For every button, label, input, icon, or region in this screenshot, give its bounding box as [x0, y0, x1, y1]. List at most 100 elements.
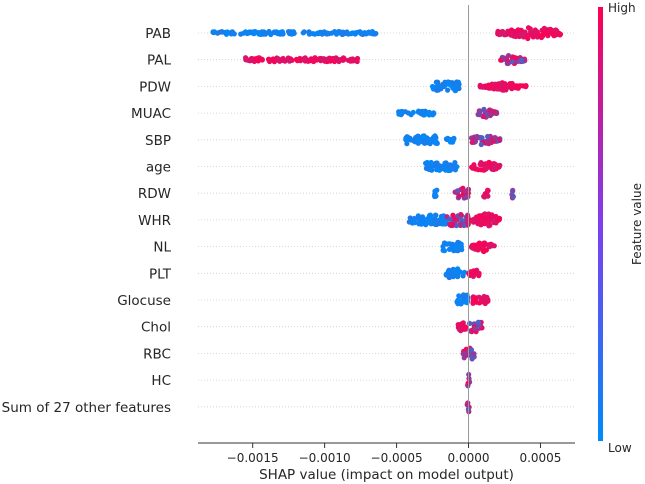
shap-point: [420, 134, 426, 140]
shap-point: [301, 29, 307, 35]
shap-point: [462, 299, 468, 305]
shap-point: [285, 55, 291, 61]
feature-label-pab: PAB: [145, 26, 171, 42]
x-tick-label: 0.0000: [448, 451, 490, 465]
feature-label-rbc: RBC: [143, 346, 171, 362]
shap-point: [513, 55, 519, 61]
shap-point: [477, 84, 483, 90]
shap-point: [471, 351, 477, 357]
shap-point: [332, 56, 338, 62]
shap-point: [471, 296, 477, 302]
colorbar-high-label: High: [608, 1, 636, 15]
shap-point: [496, 217, 502, 223]
shap-point: [316, 30, 322, 36]
shap-point: [441, 248, 448, 254]
feature-label-age: age: [146, 160, 171, 176]
shap-point: [475, 319, 481, 325]
shap-point: [345, 31, 352, 37]
shap-point: [517, 83, 523, 89]
shap-point: [215, 30, 221, 36]
shap-point: [367, 30, 373, 36]
shap-point: [482, 221, 488, 227]
shap-point: [509, 59, 515, 65]
shap-point: [447, 221, 453, 227]
shap-point: [443, 161, 449, 167]
shap-point: [324, 56, 330, 63]
feature-label-rdw: RDW: [138, 186, 171, 202]
shap-point: [469, 139, 475, 145]
shap-point: [462, 294, 468, 301]
shap-point: [416, 221, 422, 227]
shap-point: [416, 137, 423, 143]
shap-point: [487, 107, 493, 113]
x-tick-label: −0.0015: [227, 451, 279, 465]
shap-point: [436, 164, 442, 170]
shap-point: [425, 161, 431, 167]
shap-point: [442, 221, 448, 227]
shap-point: [447, 216, 453, 222]
shap-point: [311, 58, 317, 65]
shap-point: [505, 53, 512, 59]
shap-point: [407, 215, 413, 221]
shap-point: [427, 212, 433, 218]
shap-point: [293, 56, 300, 62]
shap-point: [475, 270, 481, 276]
shap-point: [480, 240, 487, 246]
shap-point: [478, 160, 484, 167]
x-tick-label: −0.0005: [371, 451, 423, 465]
shap-point: [305, 58, 311, 64]
shap-point: [404, 141, 410, 147]
x-tick-label: −0.0010: [299, 451, 351, 465]
shap-point: [450, 85, 456, 91]
shap-point: [406, 219, 412, 225]
shap-point: [485, 188, 491, 194]
shap-point: [458, 322, 464, 328]
shap-point: [432, 192, 438, 198]
shap-point: [475, 167, 481, 173]
shap-point: [532, 30, 538, 36]
shap-point: [253, 56, 259, 62]
shap-point: [486, 141, 492, 147]
shap-point: [477, 213, 483, 220]
feature-label-muac: MUAC: [131, 106, 171, 122]
shap-point: [482, 211, 488, 217]
shap-point: [464, 401, 470, 408]
shap-point: [432, 188, 438, 194]
shap-point: [441, 240, 448, 246]
shap-point: [433, 79, 439, 85]
shap-point: [503, 87, 509, 93]
shap-point: [470, 218, 476, 224]
shap-point: [502, 55, 508, 61]
shap-point: [462, 326, 468, 332]
shap-point: [484, 84, 490, 90]
shap-point: [472, 246, 478, 252]
shap-point: [419, 217, 425, 223]
shap-point: [266, 56, 272, 62]
feature-label-whr: WHR: [138, 213, 171, 229]
shap-point: [301, 56, 307, 62]
shap-point: [477, 108, 483, 114]
shap-point: [460, 351, 466, 357]
shap-point: [243, 57, 249, 63]
shap-point: [423, 165, 429, 171]
feature-label-sum-of-27-other-features: Sum of 27 other features: [2, 400, 171, 416]
shap-point: [505, 29, 511, 35]
shap-point: [452, 166, 458, 172]
shap-point: [455, 239, 461, 245]
shap-point: [306, 30, 312, 36]
shap-point: [522, 57, 528, 64]
shap-point: [396, 111, 402, 117]
shap-point: [552, 27, 558, 33]
shap-point: [456, 193, 462, 199]
shap-point: [280, 56, 286, 63]
feature-label-nl: NL: [153, 240, 171, 256]
shap-point: [431, 219, 437, 226]
shap-point: [324, 31, 330, 37]
shap-point: [289, 30, 295, 36]
shap-point: [452, 160, 458, 166]
shap-point: [341, 56, 347, 63]
shap-point: [224, 29, 231, 35]
shap-point: [494, 82, 500, 88]
shap-point: [525, 25, 532, 31]
shap-point: [349, 30, 355, 36]
